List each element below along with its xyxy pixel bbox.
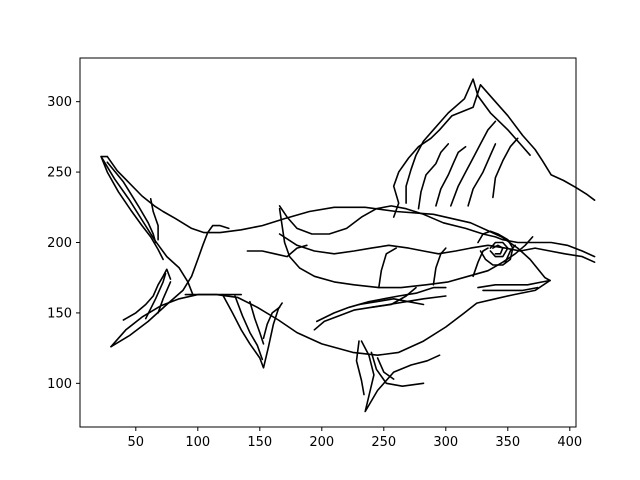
series-line — [355, 340, 365, 396]
x-tick-label: 400 — [557, 435, 582, 450]
series-line — [477, 279, 551, 289]
x-tick-label: 250 — [371, 435, 396, 450]
series-line — [477, 230, 514, 266]
y-tick-label: 100 — [47, 377, 72, 392]
y-tick-label: 200 — [47, 236, 72, 251]
y-tick-label: 150 — [47, 306, 72, 321]
y-tick-label: 250 — [47, 166, 72, 181]
series-line — [467, 143, 497, 207]
series-line — [221, 293, 283, 369]
series-line — [315, 286, 447, 323]
series-line — [489, 241, 509, 258]
drawing-strokes — [100, 78, 596, 413]
series-line — [360, 340, 441, 413]
series-line — [370, 351, 425, 388]
series-line — [358, 297, 425, 306]
x-tick-label: 200 — [309, 435, 334, 450]
series-line — [278, 205, 596, 258]
series-line — [377, 247, 398, 289]
series-line — [492, 137, 519, 199]
series-line — [376, 357, 395, 380]
series-line — [492, 244, 504, 255]
series-line — [234, 295, 264, 361]
series-line — [262, 306, 281, 340]
series-line — [249, 300, 265, 345]
series-line — [157, 281, 172, 314]
series-line — [370, 286, 417, 309]
series-line — [432, 247, 447, 286]
series-line — [482, 286, 539, 292]
series-line — [122, 268, 172, 321]
series-line — [504, 244, 517, 264]
series-line — [100, 155, 194, 296]
series-line — [144, 272, 167, 320]
x-tick-label: 50 — [128, 435, 145, 450]
axis-ticks: 50 100 150 200 250 300 350 400 100 150 200 250 300 — [47, 95, 582, 450]
series-line — [405, 78, 531, 204]
series-line — [392, 84, 596, 218]
series-line — [246, 244, 308, 258]
series-line — [449, 120, 497, 207]
series-line — [417, 143, 450, 210]
series-line — [106, 161, 157, 244]
series-line — [110, 224, 230, 348]
series-line — [110, 279, 551, 357]
x-tick-label: 100 — [185, 435, 210, 450]
series-line — [472, 247, 489, 278]
y-tick-label: 300 — [47, 95, 72, 110]
x-tick-label: 350 — [495, 435, 520, 450]
series-line — [278, 233, 596, 264]
series-line — [149, 198, 159, 241]
x-tick-label: 300 — [433, 435, 458, 450]
series-line — [435, 145, 467, 207]
x-tick-label: 150 — [247, 435, 272, 450]
series-line — [100, 155, 164, 261]
